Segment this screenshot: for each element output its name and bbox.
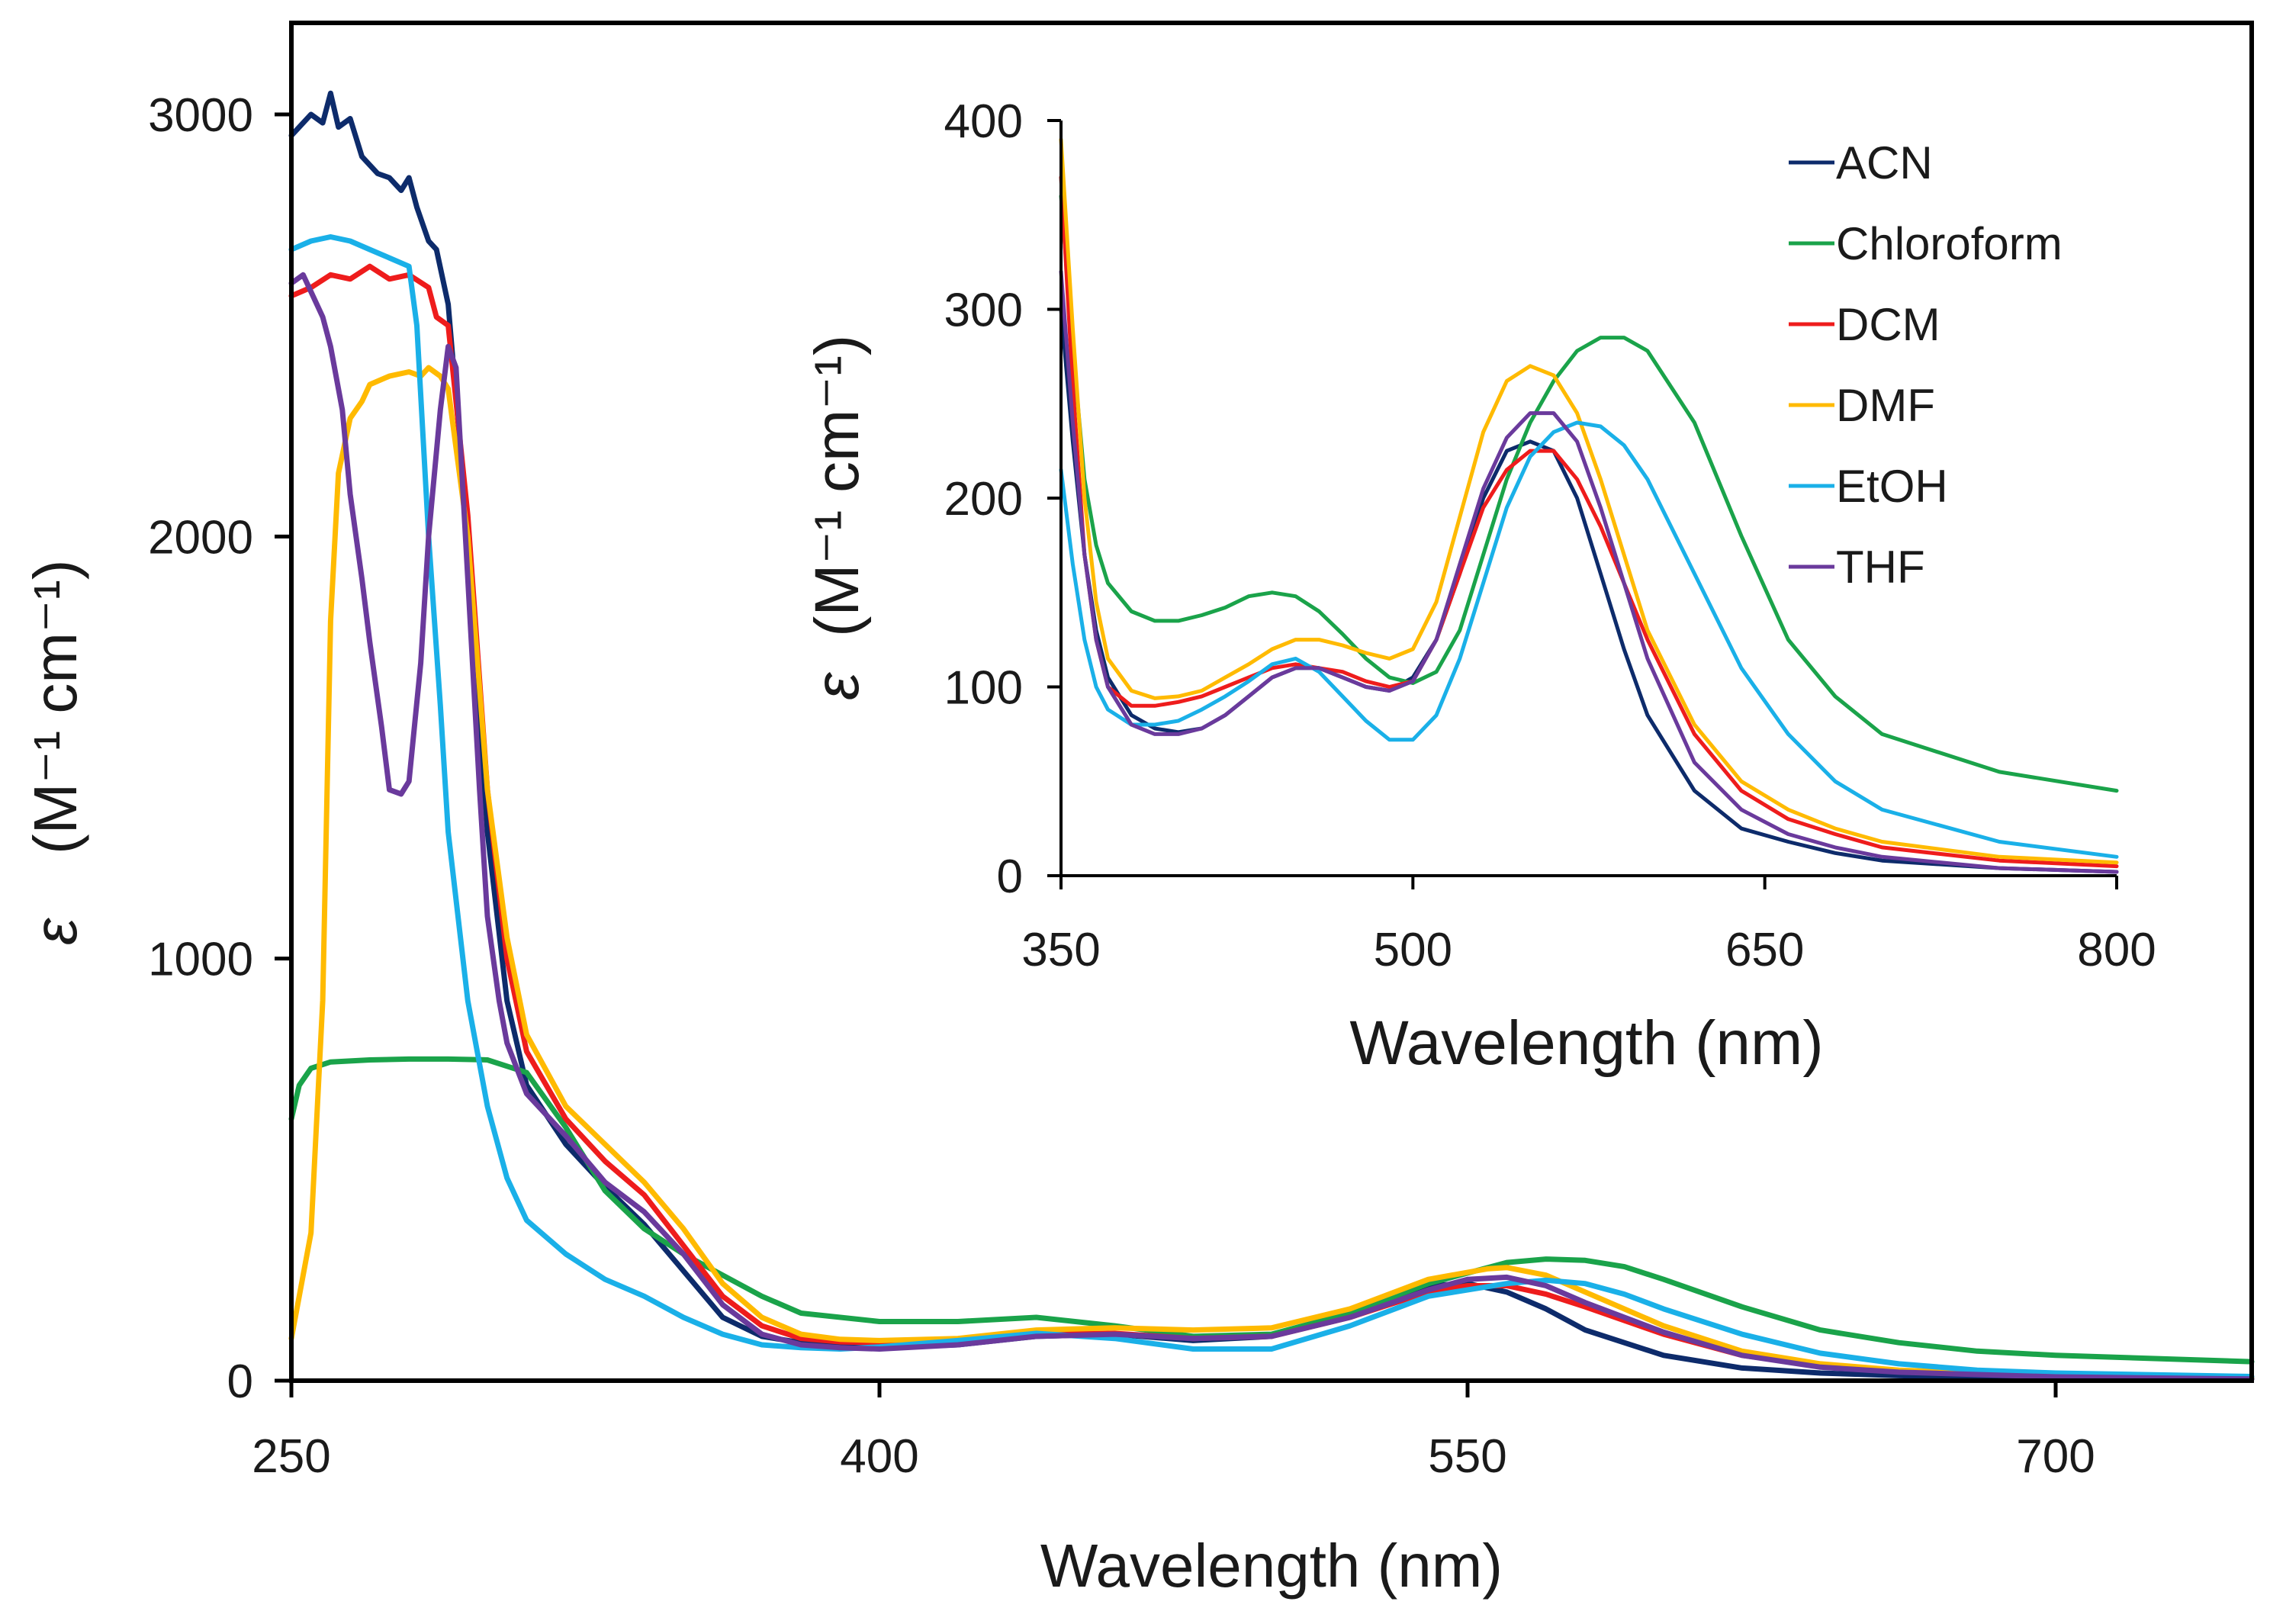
inset-y-tick-label: 400	[944, 95, 1023, 148]
main-y-tick-label: 2000	[148, 511, 253, 564]
inset-series-etoh	[1059, 420, 2119, 859]
legend-label-etoh: EtOH	[1836, 461, 1948, 512]
main-series-dmf	[288, 365, 2255, 1381]
inset-y-tick-label: 200	[944, 473, 1023, 526]
main-x-tick-label: 400	[840, 1430, 918, 1483]
legend-label-dcm: DCM	[1836, 299, 1940, 350]
inset-x-tick-label: 500	[1374, 924, 1452, 976]
main-series-thf	[288, 272, 2255, 1382]
inset-y-tick-label: 300	[944, 285, 1023, 337]
legend-label-dmf: DMF	[1836, 380, 1935, 431]
main-x-axis-title: Wavelength (nm)	[1040, 1532, 1503, 1600]
main-series-group	[288, 90, 2255, 1382]
inset-x-axis-title: Wavelength (nm)	[1349, 1008, 1823, 1078]
main-x-tick-label: 250	[252, 1430, 330, 1483]
main-y-tick-label: 3000	[148, 89, 253, 142]
inset-x-ticks: 350 500 650 800	[1021, 876, 2156, 976]
inset-y-axis-symbol: ε	[802, 672, 872, 700]
main-y-tick-label: 1000	[148, 934, 253, 986]
legend: ACN Chloroform DCM DMF EtOH THF	[1789, 137, 2063, 593]
inset-y-axis-units: (M⁻¹ cm⁻¹)	[802, 335, 872, 637]
inset-plot: 350 500 650 800 0 100 200 300 400 Wavelength (n…	[802, 95, 2156, 1078]
inset-x-tick-label: 800	[2077, 924, 2156, 976]
inset-x-tick-label: 350	[1021, 924, 1100, 976]
main-x-tick-label: 700	[2016, 1430, 2095, 1483]
inset-y-ticks: 0 100 200 300 400	[944, 95, 1061, 903]
inset-y-tick-label: 0	[997, 851, 1023, 903]
inset-y-tick-label: 100	[944, 662, 1023, 715]
main-y-axis-symbol: ε	[21, 917, 89, 945]
main-y-tick-label: 0	[227, 1355, 253, 1408]
legend-label-acn: ACN	[1836, 137, 1933, 188]
main-series-etoh	[288, 234, 2255, 1379]
main-x-ticks: 250 400 550 700	[252, 1381, 2095, 1483]
legend-label-chloroform: Chloroform	[1836, 218, 2063, 269]
main-y-axis-units: (M⁻¹ cm⁻¹)	[21, 559, 89, 854]
legend-label-thf: THF	[1836, 542, 1925, 593]
inset-series-thf	[1059, 269, 2119, 874]
main-x-tick-label: 550	[1428, 1430, 1506, 1483]
inset-series-group	[1059, 137, 2119, 874]
inset-background	[1061, 121, 2117, 876]
inset-y-axis-title: ε (M⁻¹ cm⁻¹)	[802, 335, 872, 700]
main-plot-frame	[289, 21, 2254, 1383]
main-series-chloroform	[288, 1056, 2255, 1365]
main-series-dcm	[288, 263, 2255, 1381]
inset-x-tick-label: 650	[1725, 924, 1804, 976]
main-y-ticks: 0 1000 2000 3000	[148, 89, 291, 1408]
main-y-axis-title: ε (M⁻¹ cm⁻¹)	[21, 559, 89, 945]
main-series-acn	[288, 90, 2255, 1382]
inset-series-dmf	[1059, 137, 2119, 865]
